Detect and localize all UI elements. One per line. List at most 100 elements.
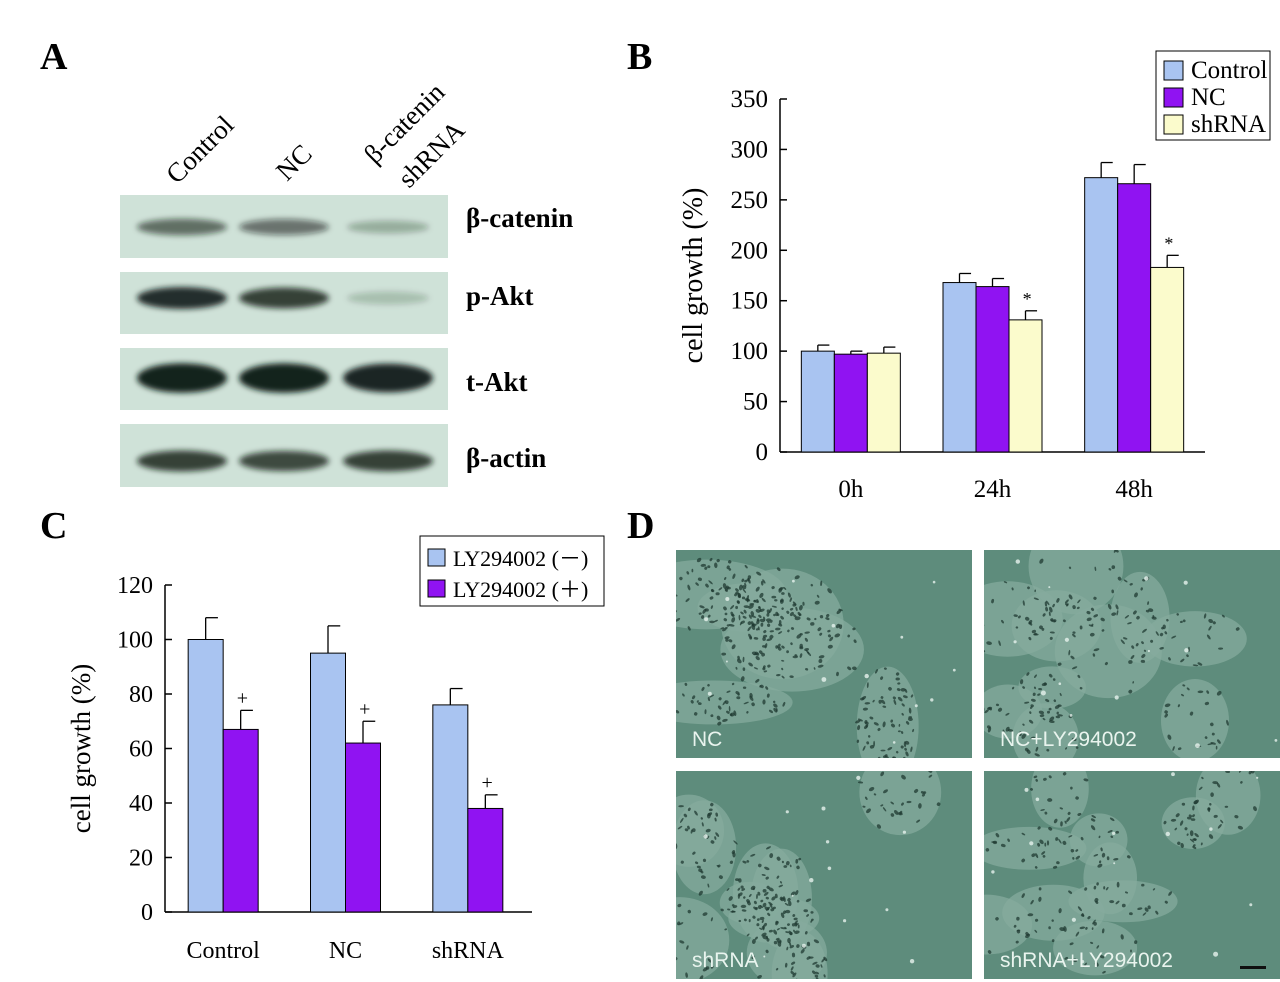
cell xyxy=(1115,900,1120,905)
scale-bar xyxy=(1240,966,1266,969)
cell xyxy=(1069,942,1074,946)
y-tick-label: 40 xyxy=(129,791,153,817)
cell xyxy=(764,866,770,871)
blot-label-t-akt: t-Akt xyxy=(466,367,528,397)
cell xyxy=(784,962,788,968)
cell xyxy=(1198,786,1203,791)
cell xyxy=(707,883,710,888)
cell xyxy=(1093,648,1100,652)
cell xyxy=(742,588,747,593)
cell xyxy=(1046,840,1050,846)
cell xyxy=(1028,619,1033,625)
cell xyxy=(1147,601,1150,605)
debris-speck xyxy=(864,673,869,679)
cell xyxy=(676,843,678,850)
cell xyxy=(928,774,933,778)
cell xyxy=(1035,853,1039,859)
cell xyxy=(1086,610,1091,615)
panel-b-letter: B xyxy=(627,36,653,78)
cell xyxy=(1048,775,1052,779)
cell xyxy=(868,787,875,792)
cell xyxy=(780,615,784,620)
cell xyxy=(1068,649,1071,656)
micrograph-nc: NC xyxy=(676,550,972,758)
cell xyxy=(1206,690,1210,694)
cell xyxy=(710,802,714,807)
cell xyxy=(923,791,927,795)
cell xyxy=(1060,821,1063,827)
cell xyxy=(780,927,786,930)
cell xyxy=(1038,687,1043,691)
cell xyxy=(691,828,696,833)
cell xyxy=(1192,664,1199,667)
cell xyxy=(1057,714,1063,717)
cell xyxy=(1021,733,1026,739)
cell xyxy=(897,682,901,685)
cell xyxy=(1182,619,1186,623)
cell xyxy=(725,638,729,642)
cell xyxy=(1054,705,1060,709)
cell xyxy=(908,707,912,714)
cell xyxy=(795,606,798,612)
cell xyxy=(707,565,711,569)
cell xyxy=(775,968,779,971)
debris-speck xyxy=(821,677,827,682)
debris-speck xyxy=(1035,797,1040,802)
cell xyxy=(1098,860,1102,864)
cell xyxy=(687,909,692,914)
cell xyxy=(1049,716,1055,722)
cell xyxy=(820,580,823,586)
cell xyxy=(895,672,900,676)
cell xyxy=(810,911,814,914)
debris-speck xyxy=(809,878,814,883)
cell xyxy=(803,909,808,913)
cell xyxy=(1111,612,1117,616)
cell xyxy=(749,636,753,640)
cell xyxy=(1080,836,1084,841)
cell xyxy=(766,885,770,889)
cell xyxy=(685,598,690,603)
cell xyxy=(1192,814,1195,818)
cell xyxy=(700,563,706,567)
cell xyxy=(759,916,765,921)
cell xyxy=(793,917,798,921)
cell-texture xyxy=(676,771,972,979)
cell xyxy=(882,721,886,728)
cell xyxy=(1059,692,1062,697)
cell xyxy=(697,702,702,706)
cell xyxy=(852,666,857,671)
cell xyxy=(1048,707,1052,711)
debris-speck xyxy=(704,617,709,622)
cell xyxy=(1048,826,1053,831)
cell xyxy=(774,893,778,899)
cell xyxy=(890,719,894,723)
cell xyxy=(1048,673,1053,678)
cell xyxy=(1075,931,1080,937)
cell xyxy=(896,688,901,692)
cell xyxy=(1093,596,1097,600)
cell xyxy=(789,611,794,617)
cell xyxy=(817,664,824,668)
cell xyxy=(772,906,776,910)
cell xyxy=(1151,616,1157,620)
cell xyxy=(1071,737,1077,742)
cell xyxy=(696,865,701,869)
cell xyxy=(702,912,708,916)
cell xyxy=(743,896,746,899)
cell xyxy=(882,705,887,708)
cell xyxy=(1108,568,1112,571)
cell xyxy=(1033,686,1037,690)
cell xyxy=(1130,949,1132,953)
cell xyxy=(985,848,990,852)
cell xyxy=(753,667,759,670)
cell xyxy=(1056,598,1060,603)
cell xyxy=(910,694,914,698)
cell xyxy=(742,860,747,864)
cell xyxy=(696,557,702,563)
cell xyxy=(1164,631,1168,635)
cell xyxy=(682,693,685,697)
cell xyxy=(751,651,757,655)
cell xyxy=(710,840,715,844)
cell xyxy=(804,648,809,651)
cell xyxy=(736,696,741,700)
